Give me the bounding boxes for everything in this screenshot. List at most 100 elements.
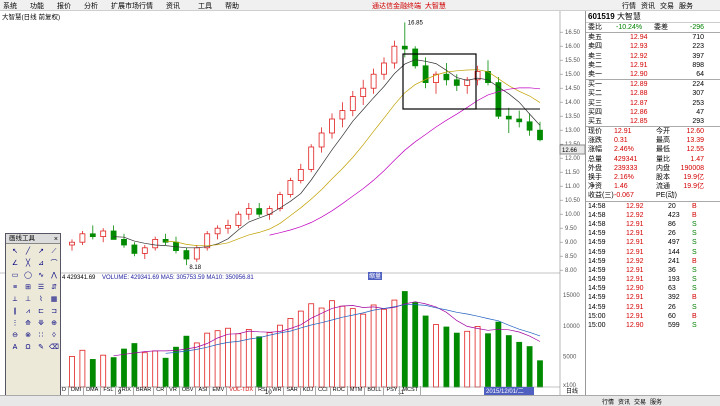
- drawing-tool-icon[interactable]: ◯: [24, 272, 32, 279]
- volume-tick-label: 5000: [563, 354, 577, 360]
- indicator-tab[interactable]: BOLL: [365, 386, 385, 395]
- indicator-tab[interactable]: EMV: [210, 386, 228, 395]
- candle-body: [245, 208, 252, 215]
- indicator-tab[interactable]: MCST: [400, 386, 422, 395]
- indicator-tab[interactable]: OBV: [180, 386, 197, 395]
- indicator-tab[interactable]: KDJ: [301, 386, 317, 395]
- bottom-tab-service[interactable]: 服务: [650, 399, 663, 406]
- drawing-tool-icon[interactable]: ▦: [50, 296, 58, 303]
- quote-header: 601519 大智慧: [586, 11, 720, 23]
- kline-chart-area[interactable]: 大智慧(日线 前复权) 16.50 16.00 15.50 15.00 14.50 14.…: [0, 11, 586, 396]
- stock-code: 601519: [588, 12, 615, 21]
- drawing-tool-icon[interactable]: ⟋: [51, 248, 57, 255]
- drawing-tool-icon[interactable]: ↖: [12, 248, 18, 255]
- menu-help[interactable]: 帮助: [225, 3, 239, 10]
- drawing-tool-icon[interactable]: ⟰: [25, 320, 31, 327]
- drawing-tool-icon[interactable]: ⊿: [38, 260, 44, 267]
- drawing-tool-icon[interactable]: ⊖: [12, 332, 18, 339]
- indicator-tab[interactable]: VOL-TDX: [227, 386, 257, 395]
- menu-system[interactable]: 系统: [3, 3, 17, 10]
- drawing-tool-icon[interactable]: ⊗: [25, 332, 31, 339]
- drawing-tool-icon[interactable]: ∷: [38, 332, 44, 339]
- bottom-tab-news[interactable]: 资讯: [618, 399, 631, 406]
- candle-body: [100, 230, 107, 237]
- drawing-tool-icon[interactable]: ⋮: [11, 320, 19, 327]
- drawing-tool-icon[interactable]: ⊏: [38, 308, 44, 315]
- candle-body: [329, 118, 335, 134]
- drawing-tool-icon[interactable]: ≡: [12, 284, 18, 291]
- axis-mode[interactable]: 日线: [566, 387, 578, 395]
- bottom-tab-quote[interactable]: 行情: [602, 399, 615, 406]
- indicator-tab[interactable]: SAR: [284, 386, 301, 395]
- candle-body: [370, 73, 377, 89]
- drawing-tool-icon[interactable]: ⌒: [50, 260, 58, 267]
- indicator-tab[interactable]: BRAR: [134, 386, 155, 395]
- drawing-tool-icon[interactable]: ⊥: [24, 296, 32, 303]
- indicator-tab[interactable]: ASI: [196, 386, 211, 395]
- drawing-tool-icon[interactable]: ∠: [11, 260, 19, 267]
- candle-body: [131, 244, 138, 254]
- drawing-tool-icon[interactable]: Ω: [25, 344, 31, 351]
- menu-analysis[interactable]: 分析: [84, 3, 98, 10]
- indicator-tab[interactable]: VR: [167, 386, 180, 395]
- indicator-tab[interactable]: MTM: [348, 386, 366, 395]
- menu-tools[interactable]: 工具: [198, 3, 212, 10]
- drawing-tool-icon[interactable]: ╱: [25, 248, 31, 255]
- weibi-row: 委比 -10.24% 委差 -296: [588, 24, 704, 31]
- drawing-tool-icon[interactable]: ↗: [38, 248, 44, 255]
- indicator-tab[interactable]: FSL: [101, 386, 117, 395]
- menu-news[interactable]: 资讯: [166, 3, 180, 10]
- drawing-tool-icon[interactable]: A: [12, 344, 18, 351]
- top-btn-quote[interactable]: 行情: [622, 3, 636, 10]
- price-tick-label: 16.50: [565, 30, 581, 36]
- drawing-tool-icon[interactable]: ⊕: [51, 320, 57, 327]
- volume-bar: [69, 355, 75, 388]
- indicator-tab[interactable]: CR: [154, 386, 168, 395]
- drawing-tool-icon[interactable]: ⊞: [25, 284, 31, 291]
- drawing-tool-icon[interactable]: ⋀: [51, 272, 57, 279]
- drawing-tool-icon[interactable]: ⟱: [38, 320, 44, 327]
- candle-body: [495, 82, 502, 117]
- drawing-tool-icon[interactable]: ╳: [25, 260, 31, 267]
- top-btn-trade[interactable]: 交易: [660, 3, 674, 10]
- menu-extended-market[interactable]: 扩展市场行情: [111, 3, 153, 10]
- drawing-tool-icon[interactable]: ✎: [38, 344, 44, 351]
- top-btn-news[interactable]: 资讯: [641, 3, 655, 10]
- indicator-tab[interactable]: CCI: [316, 386, 331, 395]
- indicator-tab[interactable]: PSY: [384, 386, 401, 395]
- candle-body: [297, 168, 304, 181]
- indicator-tab[interactable]: DMI: [69, 386, 85, 395]
- toolbox-close-icon[interactable]: ×: [53, 236, 58, 243]
- volume-ma-line: [165, 304, 541, 354]
- drawing-toolbox[interactable]: 画线工具 × ↖ ╱ ↗ ⟋ ∠ ╳ ⊿ ⌒ ▭ ◯ ∿ ⋀ ≡ ⊞ ☰ ⇵ ⟂ ⊥ ⌇ ▦ ∥ ⩘ ⊏ ⊐ ⋮ ⟰ ⟱ ⊕ ⊖ ⊗ ∷ ◊ A Ω…: [5, 233, 61, 396]
- drawing-tool-icon[interactable]: ▭: [11, 272, 19, 279]
- drawing-tool-icon[interactable]: ⇵: [51, 284, 57, 291]
- candle-body: [526, 121, 533, 131]
- indicator-tab[interactable]: DMA: [84, 386, 102, 395]
- indicator-tab[interactable]: ROC: [331, 386, 348, 395]
- drawing-tool-icon[interactable]: ☰: [37, 284, 45, 291]
- drawn-rectangle[interactable]: [402, 53, 477, 110]
- drawing-tool-icon[interactable]: ∿: [38, 272, 44, 279]
- drawing-tool-icon[interactable]: ◊: [52, 332, 56, 339]
- drawing-tool-icon[interactable]: ⩘: [26, 308, 30, 315]
- drawing-tool-icon[interactable]: ⊐: [51, 308, 57, 315]
- kline-chart[interactable]: 大智慧(日线 前复权) 16.50 16.00 15.50 15.00 14.50 14.…: [0, 11, 586, 396]
- indicator-tab[interactable]: TRIX: [116, 386, 134, 395]
- top-btn-service[interactable]: 服务: [679, 3, 693, 10]
- bottom-tab-trade[interactable]: 交易: [634, 399, 647, 406]
- indicator-tab[interactable]: WR: [270, 386, 285, 395]
- menu-quote[interactable]: 报价: [57, 3, 71, 10]
- candle-body: [381, 62, 387, 75]
- menu-function[interactable]: 功能: [30, 3, 44, 10]
- drawing-tool-icon[interactable]: ⌫: [49, 344, 59, 351]
- price-tick-label: 11.00: [565, 184, 580, 190]
- price-tick-label: 8.00: [565, 268, 577, 274]
- indicator-tab[interactable]: D: [60, 386, 69, 395]
- stat-row: 涨幅 2.46% 最低 12.55: [588, 146, 704, 154]
- drawing-tool-icon[interactable]: ∥: [13, 308, 17, 315]
- drawing-tool-icon[interactable]: ⟂: [12, 296, 18, 303]
- ask-row: 卖二 12.91 898: [588, 61, 704, 69]
- indicator-tab[interactable]: RSI: [256, 386, 271, 395]
- drawing-tool-icon[interactable]: ⌇: [39, 296, 43, 303]
